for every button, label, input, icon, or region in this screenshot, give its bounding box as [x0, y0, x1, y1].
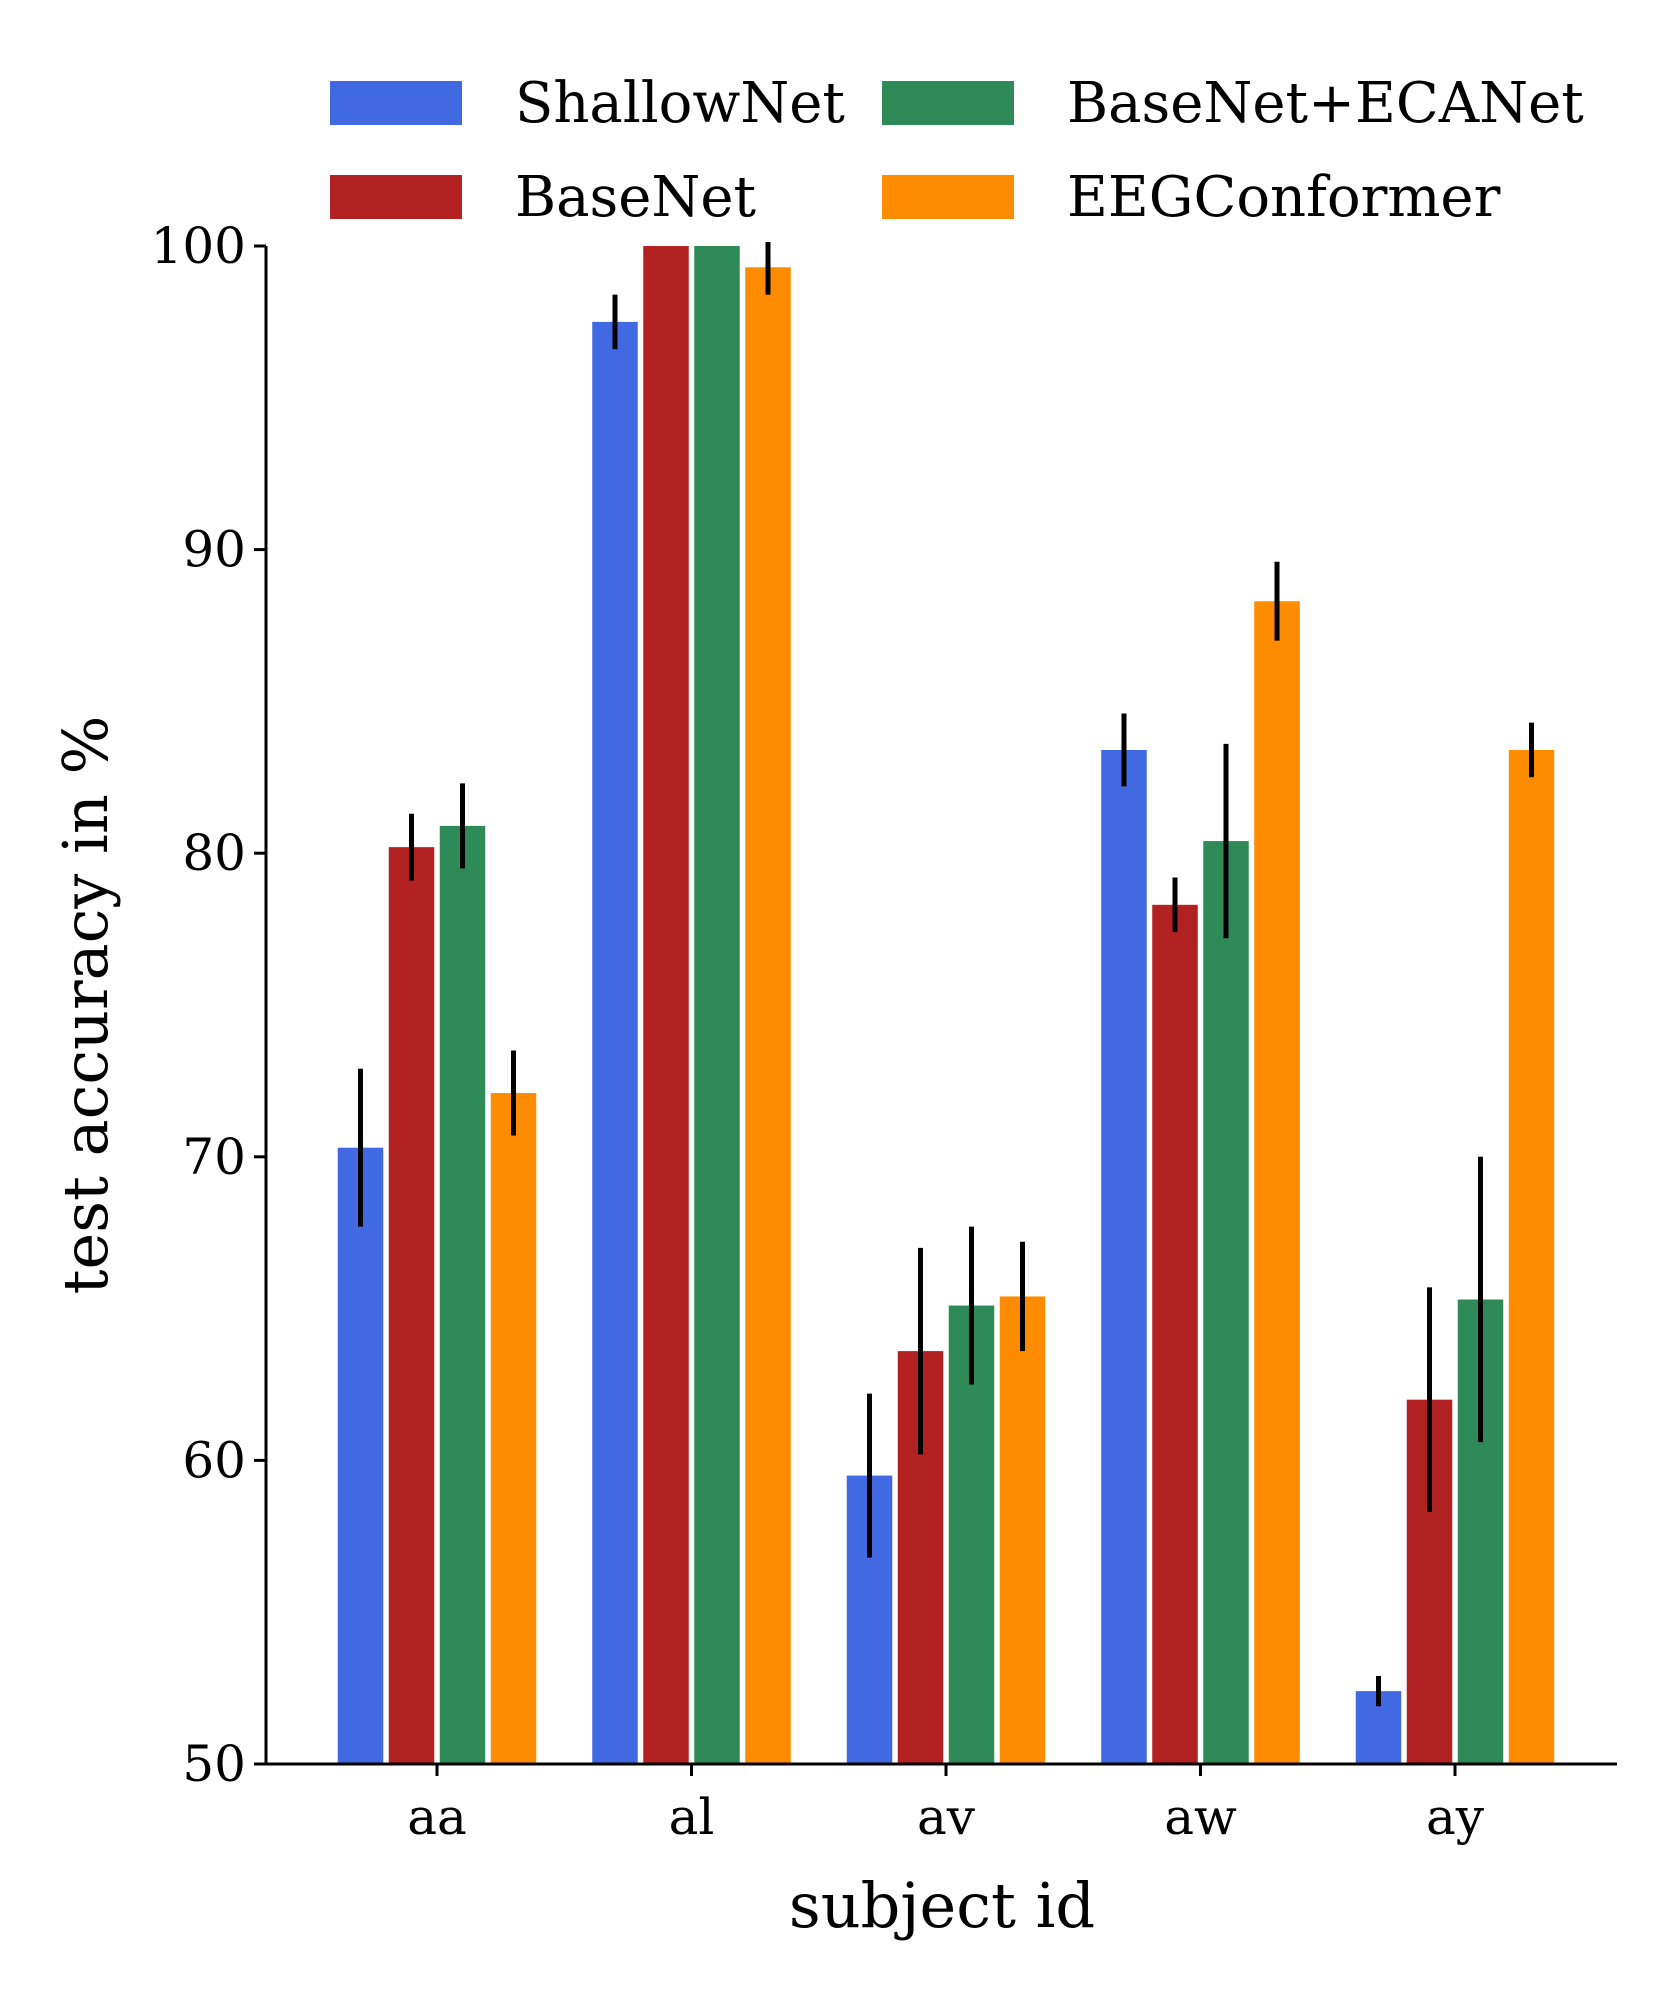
- y-tick-label: 100: [151, 217, 246, 275]
- legend-label-basenet-ecanet: BaseNet+ECANet: [1067, 71, 1584, 136]
- bar-al-basenet-ecanet: [694, 246, 740, 1764]
- bar-aw-shallownet: [1101, 749, 1147, 1764]
- bar-aw-basenet: [1152, 904, 1198, 1764]
- legend: ShallowNet BaseNet BaseNet+ECANet EEGConfor…: [330, 71, 1584, 230]
- legend-swatch-eegconformer: [882, 175, 1014, 219]
- y-axis-title: test accuracy in %: [49, 716, 122, 1295]
- y-tick-label: 50: [182, 1735, 246, 1793]
- legend-swatch-basenet-ecanet: [882, 81, 1014, 125]
- axes-group: [264, 246, 1617, 1766]
- bar-aa-basenet: [388, 847, 435, 1764]
- bar-al-basenet: [643, 246, 689, 1764]
- x-tick-label: al: [669, 1788, 715, 1846]
- x-tick-label: ay: [1426, 1788, 1485, 1846]
- legend-swatch-basenet: [330, 175, 462, 219]
- x-tick-label: av: [917, 1788, 976, 1846]
- bar-ay-eegconformer: [1508, 749, 1555, 1764]
- x-tick-label: aw: [1164, 1788, 1237, 1846]
- bar-aw-basenet-ecanet: [1203, 841, 1249, 1764]
- bar-aa-basenet-ecanet: [439, 825, 486, 1764]
- y-ticks-group: 50 60 70 80 90 100: [151, 217, 266, 1793]
- y-tick-label: 60: [182, 1431, 246, 1489]
- error-bars-group: [358, 242, 1534, 1707]
- x-ticks-group: aa al av aw ay: [407, 1764, 1485, 1846]
- bar-aa-shallownet: [337, 1147, 384, 1764]
- legend-label-shallownet: ShallowNet: [515, 71, 845, 136]
- y-tick-label: 80: [182, 824, 246, 882]
- y-tick-label: 90: [182, 521, 246, 579]
- bar-av-eegconformer: [999, 1296, 1046, 1764]
- legend-label-eegconformer: EEGConformer: [1067, 165, 1501, 230]
- bar-al-shallownet: [592, 321, 638, 1764]
- legend-label-basenet: BaseNet: [515, 165, 757, 230]
- y-tick-label: 70: [182, 1128, 246, 1186]
- bar-aa-eegconformer: [490, 1093, 537, 1764]
- bar-al-eegconformer: [745, 267, 791, 1765]
- x-tick-label: aa: [407, 1788, 467, 1846]
- bars-group: [337, 246, 1555, 1765]
- x-axis-title: subject id: [789, 1869, 1095, 1942]
- legend-swatch-shallownet: [330, 81, 462, 125]
- bar-aw-eegconformer: [1254, 601, 1300, 1765]
